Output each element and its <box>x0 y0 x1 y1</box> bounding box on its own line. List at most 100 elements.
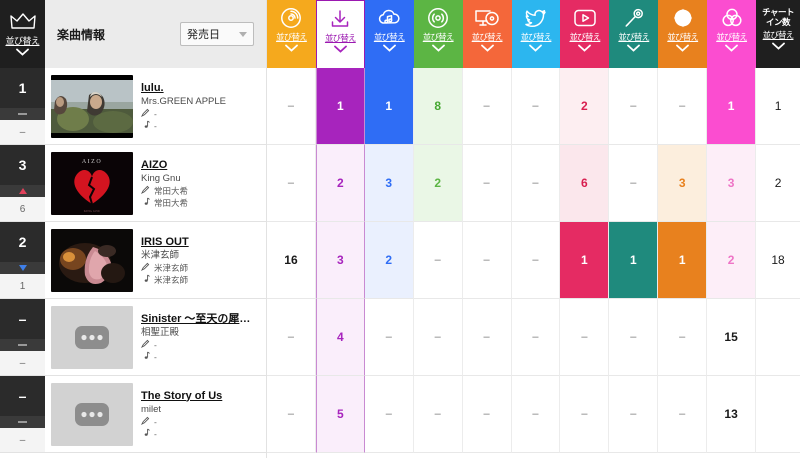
song-title-link[interactable]: IRIS OUT <box>141 235 189 248</box>
pencil-icon <box>140 416 150 428</box>
previous-rank: – <box>0 120 45 144</box>
metric-column-twitter: 並び替え – – – – – <box>511 0 561 458</box>
chevron-down-icon[interactable] <box>285 44 298 52</box>
sort-label-chartin[interactable]: 並び替え <box>762 30 795 40</box>
chevron-down-icon[interactable] <box>676 44 690 52</box>
lyricist-credit: 米津玄師 <box>140 262 260 274</box>
metric-column-playback: 並び替え –3 1– – <box>658 0 708 458</box>
bird-icon <box>524 5 548 31</box>
song-thumbnail[interactable] <box>51 382 133 446</box>
metric-cell: – <box>413 376 463 453</box>
chevron-down-icon[interactable] <box>480 44 494 52</box>
chevron-down-icon <box>239 31 247 37</box>
sort-label-playback[interactable]: 並び替え <box>667 32 699 42</box>
metric-column-streaming: 並び替え 1 3 2– – <box>364 0 414 458</box>
release-date-select[interactable]: 発売日 <box>180 22 254 46</box>
song-row: The Story of Us milet - - <box>45 376 266 453</box>
metric-header-video[interactable]: 並び替え <box>462 0 512 68</box>
lyricist-credit: - <box>140 339 260 351</box>
sort-label-karaoke[interactable]: 並び替え <box>618 32 650 42</box>
metric-cell: – <box>609 145 659 222</box>
metric-cell: – <box>413 222 463 299</box>
song-thumbnail[interactable] <box>51 74 133 138</box>
metric-cell: – <box>609 299 659 376</box>
metric-header-single[interactable]: 並び替え <box>267 0 316 68</box>
metric-cell: – <box>364 299 414 376</box>
metric-cell: – <box>462 222 512 299</box>
sort-label-video[interactable]: 並び替え <box>471 32 504 42</box>
chevron-down-icon[interactable] <box>529 44 543 52</box>
pencil-icon <box>140 108 150 120</box>
metric-cell: 2 <box>315 145 365 222</box>
song-title-link[interactable]: lulu. <box>141 81 164 94</box>
sort-label-download[interactable]: 並び替え <box>324 33 357 43</box>
metric-header-chartin[interactable]: チャート イン数 並び替え <box>756 0 800 68</box>
metric-column-download: 並び替え 1 2 3 4 5 <box>315 0 365 458</box>
sort-label-streaming[interactable]: 並び替え <box>373 32 406 42</box>
chartin-title: チャート イン数 <box>762 5 794 29</box>
metric-cell: 6 <box>560 145 610 222</box>
song-title-link[interactable]: AIZO <box>141 158 168 171</box>
chevron-down-icon[interactable] <box>382 44 396 52</box>
metric-cell: – <box>511 145 561 222</box>
song-meta: Sinister 〜至天の犀ア… 相聖正殿 - - <box>140 312 260 363</box>
metric-cell: – <box>462 68 512 145</box>
metric-cell: 2 <box>364 222 414 299</box>
metric-cell: 1 <box>364 68 414 145</box>
rank-sort-label[interactable]: 並び替え <box>5 35 40 46</box>
metric-column-chartin: チャート イン数 並び替え 1 2 18 <box>756 0 800 458</box>
metric-header-download[interactable]: 並び替え <box>315 0 365 68</box>
metric-header-karaoke[interactable]: 並び替え <box>609 0 659 68</box>
song-artist: 相聖正殿 <box>141 326 180 338</box>
song-thumbnail[interactable] <box>51 228 133 292</box>
metric-header-twitter[interactable]: 並び替え <box>511 0 561 68</box>
chartin-cell: 2 <box>756 145 800 222</box>
metric-header-youtube[interactable]: 並び替え <box>560 0 610 68</box>
chevron-down-icon[interactable] <box>771 42 785 50</box>
composer-credit: 常田大希 <box>141 197 260 209</box>
metric-cell: – <box>511 376 561 453</box>
metric-column-video: 並び替え – – – – – <box>462 0 512 458</box>
play-box-icon <box>573 5 597 31</box>
rank-cell: – – <box>0 376 45 453</box>
song-title-link[interactable]: Sinister 〜至天の犀ア… <box>141 312 260 325</box>
chevron-down-icon[interactable] <box>333 45 347 53</box>
metric-header-radio[interactable]: 並び替え <box>413 0 463 68</box>
composer-credit: - <box>141 351 260 363</box>
chevron-down-icon[interactable] <box>578 44 592 52</box>
song-artist: Mrs.GREEN APPLE <box>141 95 226 107</box>
metric-header-streaming[interactable]: 並び替え <box>364 0 414 68</box>
sort-label-radio[interactable]: 並び替え <box>422 32 455 42</box>
metric-header-overall[interactable]: 並び替え <box>707 0 757 68</box>
sort-label-twitter[interactable]: 並び替え <box>520 32 553 42</box>
chevron-down-icon[interactable] <box>16 48 29 56</box>
song-thumbnail[interactable] <box>51 305 133 369</box>
song-title-link[interactable]: The Story of Us <box>141 389 223 402</box>
chevron-down-icon[interactable] <box>627 44 641 52</box>
crown-icon <box>9 12 36 35</box>
metric-cell: – <box>267 299 316 376</box>
metric-cell: – <box>413 299 463 376</box>
lyricist-credit: - <box>140 416 260 428</box>
download-icon <box>329 6 351 32</box>
metric-cell: – <box>560 299 610 376</box>
chevron-down-icon[interactable] <box>431 44 445 52</box>
song-thumbnail[interactable]: AIZO KING GNU <box>51 151 133 215</box>
chevron-down-icon[interactable] <box>725 44 739 52</box>
rank-number: – <box>0 376 45 416</box>
music-note-icon <box>141 120 150 132</box>
metric-cell: 3 <box>658 145 708 222</box>
metric-cell: 16 <box>267 222 316 299</box>
sort-label-single[interactable]: 並び替え <box>276 32 308 42</box>
metric-cell: 3 <box>315 222 365 299</box>
sort-label-overall[interactable]: 並び替え <box>716 32 748 42</box>
metric-cell: 2 <box>560 68 610 145</box>
metric-header-playback[interactable]: 並び替え <box>658 0 708 68</box>
rank-column-header[interactable]: 並び替え <box>0 0 45 68</box>
metric-column-radio: 並び替え 8 2– – – <box>413 0 463 458</box>
metric-cell: 5 <box>315 376 365 453</box>
rank-number: – <box>0 299 45 339</box>
sort-label-youtube[interactable]: 並び替え <box>569 32 601 42</box>
metric-cell: – <box>658 68 708 145</box>
